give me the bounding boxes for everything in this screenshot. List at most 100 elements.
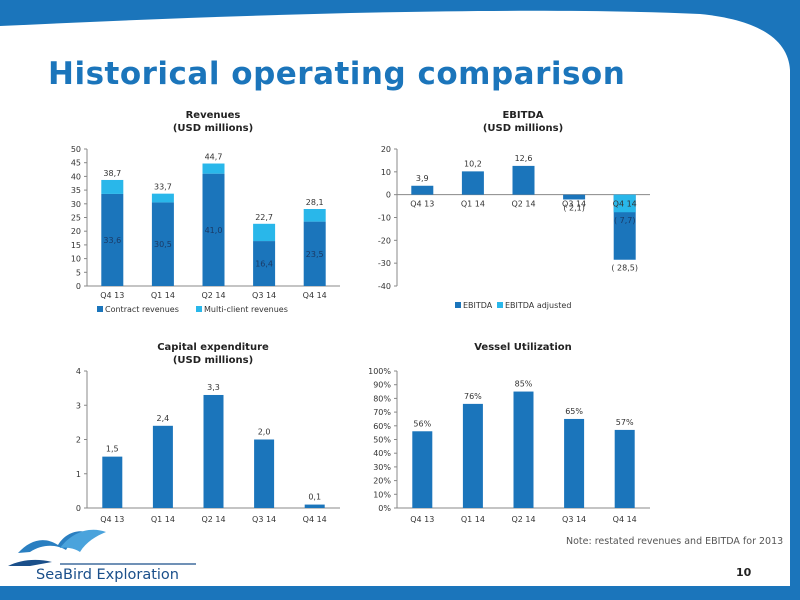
revenues-x-tick-label: Q1 14: [151, 291, 175, 300]
ebitda-subtitle: (USD millions): [483, 123, 563, 134]
utilization-y-tick-label: 90%: [373, 381, 391, 390]
total-revenue-label: 28,1: [306, 198, 324, 207]
capex-value-label: 1,5: [106, 445, 119, 454]
revenues-y-tick-label: 50: [71, 145, 81, 154]
capex-subtitle: (USD millions): [173, 355, 253, 366]
contract-revenue-bar: [303, 221, 326, 286]
total-revenue-label: 33,7: [154, 183, 172, 192]
utilization-bar: [513, 391, 534, 508]
total-revenue-label: 38,7: [103, 169, 121, 178]
contract-revenue-label: 23,5: [306, 250, 324, 259]
contract-revenue-bar: [202, 173, 225, 286]
revenues-y-tick-label: 5: [76, 268, 81, 277]
capex-value-label: 3,3: [207, 383, 220, 392]
contract-revenue-label: 41,0: [205, 226, 223, 235]
ebitda-bar: [411, 185, 434, 195]
utilization-title: Vessel Utilization: [474, 342, 572, 353]
multi-client-revenue-bar: [303, 209, 326, 222]
revenues-y-tick-label: 25: [71, 214, 81, 223]
ebitda-y-tick-label: 0: [386, 191, 391, 200]
capex-x-tick-label: Q1 14: [151, 515, 175, 524]
revenues-y-tick-label: 10: [71, 255, 81, 264]
ebitda-adjusted-bar: [613, 194, 636, 213]
utilization-bar: [412, 431, 433, 508]
legend-label-ebitda: EBITDA: [463, 301, 493, 310]
utilization-bar: [462, 403, 483, 508]
utilization-y-tick-label: 50%: [373, 436, 391, 445]
ebitda-y-tick-label: 20: [381, 145, 391, 154]
revenues-y-tick-label: 35: [71, 186, 81, 195]
revenues-y-tick-label: 20: [71, 227, 81, 236]
utilization-value-label: 65%: [565, 407, 583, 416]
capex-value-label: 2,4: [157, 414, 170, 423]
utilization-value-label: 76%: [464, 392, 482, 401]
capex-y-tick-label: 4: [76, 367, 81, 376]
utilization-x-tick-label: Q4 14: [613, 515, 637, 524]
multi-client-revenue-bar: [253, 223, 276, 242]
multi-client-revenue-bar: [202, 163, 225, 174]
utilization-y-tick-label: 30%: [373, 463, 391, 472]
ebitda-x-tick-label: Q1 14: [461, 200, 485, 209]
revenues-y-tick-label: 40: [71, 172, 81, 181]
utilization-bar: [614, 429, 635, 508]
capex-bar: [152, 425, 173, 508]
capex-value-label: 2,0: [258, 428, 271, 437]
capex-y-tick-label: 1: [76, 470, 81, 479]
ebitda-x-tick-label: Q2 14: [511, 200, 535, 209]
total-revenue-label: 22,7: [255, 213, 273, 222]
capex-x-tick-label: Q2 14: [201, 515, 225, 524]
capex-x-tick-label: Q3 14: [252, 515, 276, 524]
multi-client-revenue-bar: [101, 179, 124, 194]
utilization-y-tick-label: 60%: [373, 422, 391, 431]
capex-value-label: 0,1: [308, 493, 321, 502]
utilization-y-tick-label: 40%: [373, 449, 391, 458]
logo-text: SeaBird Exploration: [36, 567, 179, 583]
ebitda-bar: [563, 194, 586, 200]
revenues-subtitle: (USD millions): [173, 123, 253, 134]
utilization-value-label: 57%: [616, 418, 634, 427]
capex-bar: [254, 439, 275, 508]
contract-revenue-bar: [151, 202, 174, 286]
legend-label-multi-client: Multi-client revenues: [204, 305, 288, 314]
utilization-y-tick-label: 20%: [373, 477, 391, 486]
ebitda-bar: [461, 171, 484, 195]
legend-swatch-contract: [97, 306, 103, 312]
utilization-y-tick-label: 100%: [368, 367, 391, 376]
capex-bar: [102, 456, 123, 508]
utilization-y-tick-label: 10%: [373, 490, 391, 499]
ebitda-y-tick-label: -10: [378, 214, 391, 223]
ebitda-value-label: 3,9: [416, 174, 429, 183]
utilization-x-tick-label: Q2 14: [511, 515, 535, 524]
utilization-value-label: 56%: [413, 419, 431, 428]
capex-bar: [203, 394, 224, 508]
ebitda-y-tick-label: -20: [378, 236, 391, 245]
capex-y-tick-label: 2: [76, 436, 81, 445]
legend-label-contract: Contract revenues: [105, 305, 179, 314]
ebitda-value-label: ( 28,5): [611, 264, 638, 273]
capex-y-tick-label: 0: [76, 504, 81, 513]
utilization-bar: [564, 418, 585, 508]
utilization-y-tick-label: 0%: [378, 504, 391, 513]
legend-label-ebitda-adjusted: EBITDA adjusted: [505, 301, 571, 310]
total-revenue-label: 44,7: [205, 153, 223, 162]
revenues-y-tick-label: 15: [71, 241, 81, 250]
revenues-y-tick-label: 0: [76, 282, 81, 291]
ebitda-bar: [512, 165, 535, 195]
utilization-y-tick-label: 80%: [373, 394, 391, 403]
legend-swatch-multi-client: [196, 306, 202, 312]
revenues-y-tick-label: 45: [71, 159, 81, 168]
page-title: Historical operating comparison: [48, 56, 626, 92]
legend-swatch-ebitda: [455, 302, 461, 308]
capex-y-tick-label: 3: [76, 401, 81, 410]
utilization-x-tick-label: Q3 14: [562, 515, 586, 524]
capex-title: Capital expenditure: [157, 342, 269, 353]
contract-revenue-label: 33,6: [103, 236, 121, 245]
revenues-x-tick-label: Q2 14: [201, 291, 225, 300]
capex-x-tick-label: Q4 14: [303, 515, 327, 524]
utilization-y-tick-label: 70%: [373, 408, 391, 417]
ebitda-x-tick-label: Q4 14: [613, 200, 637, 209]
capex-x-tick-label: Q4 13: [100, 515, 124, 524]
